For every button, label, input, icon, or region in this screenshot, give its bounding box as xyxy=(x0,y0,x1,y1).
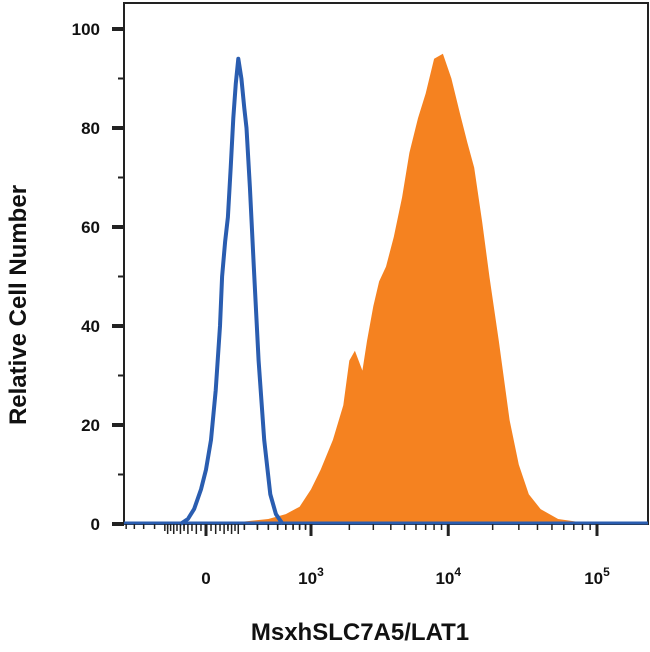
y-tick-label: 20 xyxy=(81,416,100,435)
x-tick-label: 0 xyxy=(201,569,210,588)
y-tick-label: 40 xyxy=(81,317,100,336)
y-tick-label: 80 xyxy=(81,119,100,138)
plot-area: 0 20 40 60 80 100 0 103 104 105 xyxy=(72,2,649,588)
x-axis-title: MsxhSLC7A5/LAT1 xyxy=(251,619,469,646)
series-layer xyxy=(124,53,648,526)
filled-histogram-series xyxy=(167,53,597,525)
y-tick-label: 100 xyxy=(72,20,100,39)
y-axis-title: Relative Cell Number xyxy=(5,185,32,425)
x-tick-label: 105 xyxy=(584,565,610,588)
x-axis: 0 103 104 105 xyxy=(125,524,610,588)
y-axis: 0 20 40 60 80 100 xyxy=(72,20,124,534)
outline-histogram-series xyxy=(179,56,285,526)
y-tick-label: 0 xyxy=(91,515,100,534)
y-tick-label: 60 xyxy=(81,218,100,237)
x-tick-label: 104 xyxy=(435,565,461,588)
x-tick-label: 103 xyxy=(298,565,324,588)
